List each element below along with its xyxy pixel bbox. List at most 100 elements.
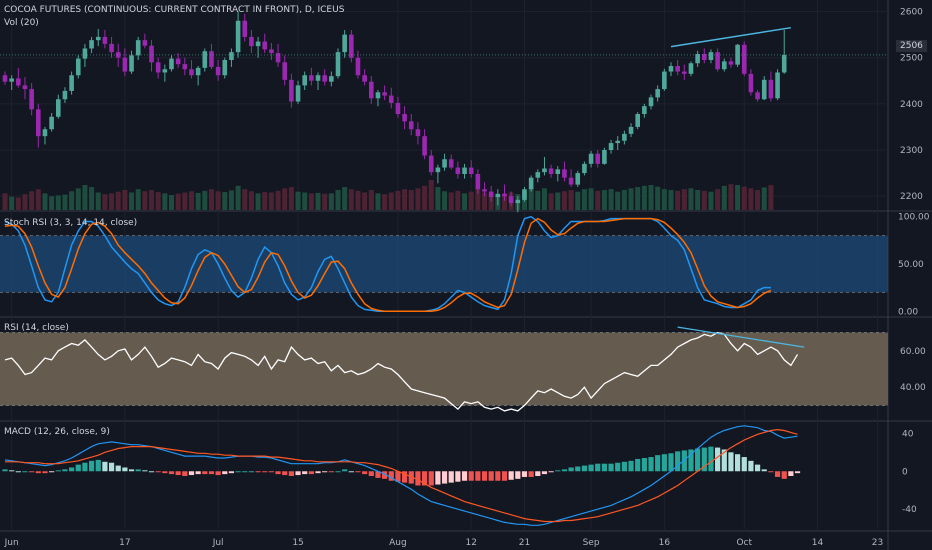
macd-histogram-bar — [188, 471, 195, 476]
price-pane[interactable] — [0, 11, 888, 213]
macd-histogram-bar — [368, 471, 374, 476]
volume-bar — [382, 194, 388, 210]
candle-body — [355, 57, 361, 76]
volume-bar — [69, 191, 75, 210]
macd-histogram-bar — [282, 471, 288, 476]
macd-histogram-bar — [461, 471, 468, 481]
macd-tick-label: 40 — [902, 429, 914, 439]
volume-bar — [468, 191, 474, 210]
macd-histogram-bar — [295, 471, 301, 476]
x-axis-label: Oct — [736, 538, 752, 548]
volume-bar — [455, 190, 461, 210]
candle-body — [169, 58, 174, 70]
candle-body — [109, 43, 114, 53]
candle-body — [695, 54, 700, 64]
candle-body — [728, 61, 734, 65]
macd-histogram-bar — [728, 452, 734, 472]
macd-histogram-bar — [388, 471, 394, 481]
pane-backgrounds — [0, 235, 888, 406]
volume-bar — [555, 192, 561, 210]
macd-histogram-bar — [42, 471, 48, 474]
candle-body — [755, 92, 760, 100]
macd-histogram-bar — [528, 471, 534, 477]
macd-histogram-bar — [155, 471, 161, 473]
macd-pane[interactable] — [2, 425, 801, 526]
macd-histogram-bar — [248, 471, 255, 473]
candle-body — [182, 64, 188, 70]
volume-bar — [402, 189, 408, 210]
candle-body — [435, 167, 441, 173]
macd-histogram-bar — [761, 469, 767, 472]
candle-body — [582, 163, 587, 174]
stoch-tick-label: 50.00 — [898, 260, 924, 270]
volume-bar — [648, 185, 654, 210]
volume-bar — [348, 189, 354, 210]
rsi-title: RSI (14, close) — [4, 323, 69, 333]
macd-histogram-bar — [708, 446, 714, 472]
candle-body — [2, 75, 8, 82]
volume-bar — [9, 196, 15, 210]
macd-histogram-bar — [568, 467, 574, 472]
candle-body — [329, 76, 334, 82]
volume-bar — [615, 191, 621, 210]
macd-histogram-bar — [595, 463, 601, 472]
macd-histogram-bar — [608, 463, 614, 472]
stoch-tick-label: 100.00 — [898, 213, 930, 223]
volume-bar — [342, 187, 348, 210]
macd-histogram-bar — [275, 471, 281, 475]
volume-bar — [109, 193, 115, 210]
x-axis-label: 23 — [872, 538, 883, 548]
macd-histogram-bar — [182, 471, 188, 476]
volume-bar — [115, 191, 121, 210]
candle-body — [675, 66, 680, 72]
candle-body — [89, 40, 94, 49]
macd-histogram-bar — [29, 471, 35, 473]
volume-bar — [595, 190, 601, 210]
candle-body — [229, 52, 234, 60]
candle-body — [175, 58, 181, 65]
volume-bar — [581, 189, 587, 210]
volume-bar — [688, 188, 694, 210]
candle-body — [568, 177, 574, 185]
candle-body — [775, 72, 780, 99]
volume-bar — [428, 180, 434, 210]
stoch-band — [0, 235, 888, 293]
volume-bar — [681, 189, 687, 210]
volume-bar — [528, 189, 534, 210]
macd-histogram-bar — [715, 447, 721, 472]
volume-bar — [408, 190, 414, 210]
macd-histogram-bar — [215, 471, 221, 476]
candle-body — [475, 174, 481, 190]
volume-bar — [95, 192, 101, 210]
volume-bar — [42, 193, 48, 210]
macd-histogram-bar — [115, 465, 121, 472]
volume-bar — [29, 191, 35, 210]
volume-bar — [548, 193, 554, 210]
macd-histogram-bar — [428, 471, 434, 486]
volume-bar — [362, 192, 368, 210]
volume-bar — [715, 189, 721, 210]
volume-bar — [268, 192, 274, 210]
candle-body — [315, 75, 321, 81]
candle-body — [655, 89, 660, 98]
volume-bar — [635, 187, 641, 210]
rsi-pane[interactable] — [4, 326, 805, 412]
candle-body — [29, 89, 34, 110]
price-tick-label: 2400 — [900, 100, 923, 110]
stoch-rsi-pane[interactable] — [4, 215, 772, 313]
volume-bar — [442, 191, 448, 210]
candle-body — [508, 196, 514, 204]
macd-histogram-bar — [102, 461, 108, 472]
candle-body — [388, 95, 394, 103]
stoch-tick-label: 0.00 — [898, 307, 918, 317]
macd-histogram-bar — [162, 471, 168, 474]
macd-histogram-bar — [242, 471, 248, 473]
volume-bar — [621, 190, 627, 210]
stoch-d-line — [4, 217, 772, 313]
candle-body — [55, 99, 61, 117]
macd-histogram-bar — [402, 471, 408, 483]
volume-bar — [741, 186, 747, 210]
volume-bar — [721, 185, 727, 210]
candle-body — [155, 62, 161, 73]
